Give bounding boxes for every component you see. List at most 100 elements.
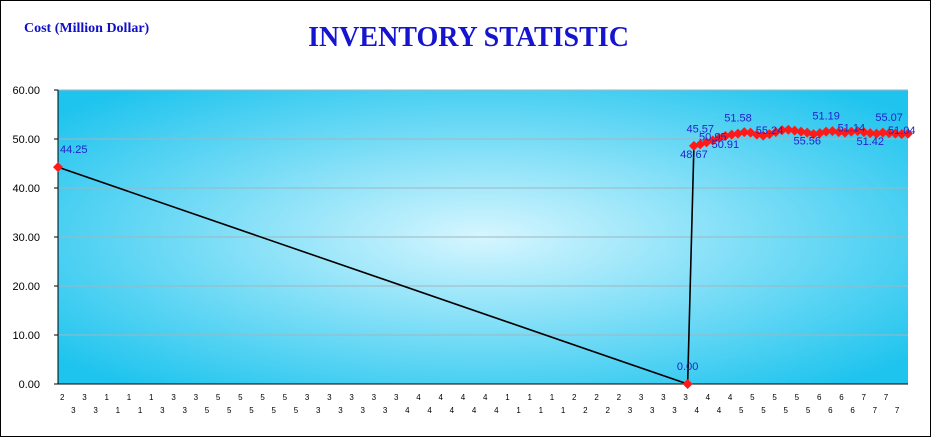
x-tick-label: 5 xyxy=(772,393,777,402)
x-tick-label: 4 xyxy=(695,406,700,415)
y-axis-ticks: 0.00 10.00 20.00 30.00 40.00 50.00 60.00 xyxy=(12,85,908,391)
x-tick-label: 4 xyxy=(706,393,711,402)
x-tick-label: 1 xyxy=(127,393,132,402)
data-label: 48.67 xyxy=(680,149,708,161)
data-point-marker xyxy=(884,128,895,139)
x-tick-label: 4 xyxy=(494,406,499,415)
data-point-marker xyxy=(846,126,857,137)
series-markers xyxy=(53,124,913,389)
x-tick-label: 4 xyxy=(405,406,410,415)
x-tick-label: 3 xyxy=(316,406,321,415)
data-label: 50.91 xyxy=(712,139,740,151)
x-tick-label: 3 xyxy=(71,406,76,415)
data-point-marker xyxy=(751,129,762,140)
x-tick-label: 3 xyxy=(383,406,388,415)
x-tick-label: 2 xyxy=(572,393,577,402)
data-point-marker xyxy=(789,125,800,136)
data-point-marker xyxy=(840,127,851,138)
x-tick-label: 1 xyxy=(505,393,510,402)
data-point-marker xyxy=(858,127,869,138)
x-tick-label: 4 xyxy=(483,393,488,402)
x-tick-label: 5 xyxy=(784,406,789,415)
x-tick-label: 6 xyxy=(828,406,833,415)
x-tick-label: 3 xyxy=(672,406,677,415)
x-tick-label: 4 xyxy=(461,393,466,402)
x-tick-label: 4 xyxy=(728,393,733,402)
x-tick-label: 7 xyxy=(861,393,866,402)
x-tick-label: 1 xyxy=(138,406,143,415)
data-point-marker xyxy=(726,129,737,140)
x-tick-label: 5 xyxy=(227,406,232,415)
x-tick-label: 1 xyxy=(149,393,154,402)
x-tick-label: 1 xyxy=(528,393,533,402)
x-tick-label: 1 xyxy=(105,393,110,402)
y-tick-label: 40.00 xyxy=(12,183,40,195)
x-tick-label: 3 xyxy=(194,393,199,402)
data-point-marker xyxy=(739,127,750,138)
x-tick-label: 4 xyxy=(717,406,722,415)
y-tick-label: 0.00 xyxy=(19,379,40,391)
x-tick-label: 7 xyxy=(884,393,889,402)
data-label: 51.04 xyxy=(888,125,916,137)
x-tick-label: 3 xyxy=(628,406,633,415)
x-tick-label: 5 xyxy=(750,393,755,402)
x-tick-label: 3 xyxy=(394,393,399,402)
x-tick-label: 4 xyxy=(472,406,477,415)
data-point-marker xyxy=(808,129,819,140)
x-tick-label: 3 xyxy=(93,406,98,415)
x-tick-label: 7 xyxy=(873,406,878,415)
x-tick-label: 5 xyxy=(238,393,243,402)
x-tick-label: 5 xyxy=(260,393,265,402)
x-tick-label: 2 xyxy=(60,393,65,402)
data-label: 51.19 xyxy=(812,111,840,123)
y-tick-label: 60.00 xyxy=(12,85,40,97)
x-tick-label: 5 xyxy=(283,393,288,402)
x-tick-label: 5 xyxy=(205,406,210,415)
x-tick-label: 5 xyxy=(761,406,766,415)
x-tick-label: 4 xyxy=(427,406,432,415)
x-tick-label: 3 xyxy=(338,406,343,415)
chart-title: INVENTORY STATISTIC xyxy=(308,22,629,53)
data-point-marker xyxy=(53,162,63,173)
data-point-marker xyxy=(865,128,876,139)
x-tick-label: 3 xyxy=(82,393,87,402)
x-tick-label: 4 xyxy=(416,393,421,402)
y-tick-label: 10.00 xyxy=(12,330,40,342)
x-tick-label: 3 xyxy=(160,406,165,415)
x-tick-label: 3 xyxy=(372,393,377,402)
x-tick-label: 3 xyxy=(639,393,644,402)
x-tick-label: 7 xyxy=(895,406,900,415)
x-tick-label: 2 xyxy=(583,406,588,415)
x-tick-label: 4 xyxy=(438,393,443,402)
x-tick-label: 5 xyxy=(249,406,254,415)
data-point-marker xyxy=(896,129,907,140)
data-point-marker xyxy=(682,379,693,389)
data-point-marker xyxy=(821,126,832,137)
x-tick-label: 1 xyxy=(516,406,521,415)
data-label: 44.25 xyxy=(60,144,88,156)
y-axis-label: Cost (Million Dollar) xyxy=(24,21,150,36)
x-axis-ticks: 2333111113333555555555333333333444444444… xyxy=(60,393,900,415)
data-point-marker xyxy=(871,128,882,139)
x-tick-label: 3 xyxy=(349,393,354,402)
x-tick-label: 1 xyxy=(539,406,544,415)
data-point-marker xyxy=(777,125,788,136)
x-tick-label: 1 xyxy=(116,406,121,415)
x-tick-label: 3 xyxy=(171,393,176,402)
y-tick-label: 50.00 xyxy=(12,134,40,146)
x-tick-label: 3 xyxy=(182,406,187,415)
data-label: 45.57 xyxy=(686,123,714,135)
x-tick-label: 2 xyxy=(594,393,599,402)
x-tick-label: 3 xyxy=(683,393,688,402)
x-tick-label: 5 xyxy=(739,406,744,415)
data-label: 0.00 xyxy=(677,361,698,373)
x-tick-label: 4 xyxy=(450,406,455,415)
x-tick-label: 5 xyxy=(806,406,811,415)
data-point-marker xyxy=(783,124,794,135)
data-point-marker xyxy=(852,126,863,137)
x-tick-label: 6 xyxy=(850,406,855,415)
x-tick-label: 1 xyxy=(561,406,566,415)
x-tick-label: 5 xyxy=(272,406,277,415)
data-point-marker xyxy=(833,127,844,138)
